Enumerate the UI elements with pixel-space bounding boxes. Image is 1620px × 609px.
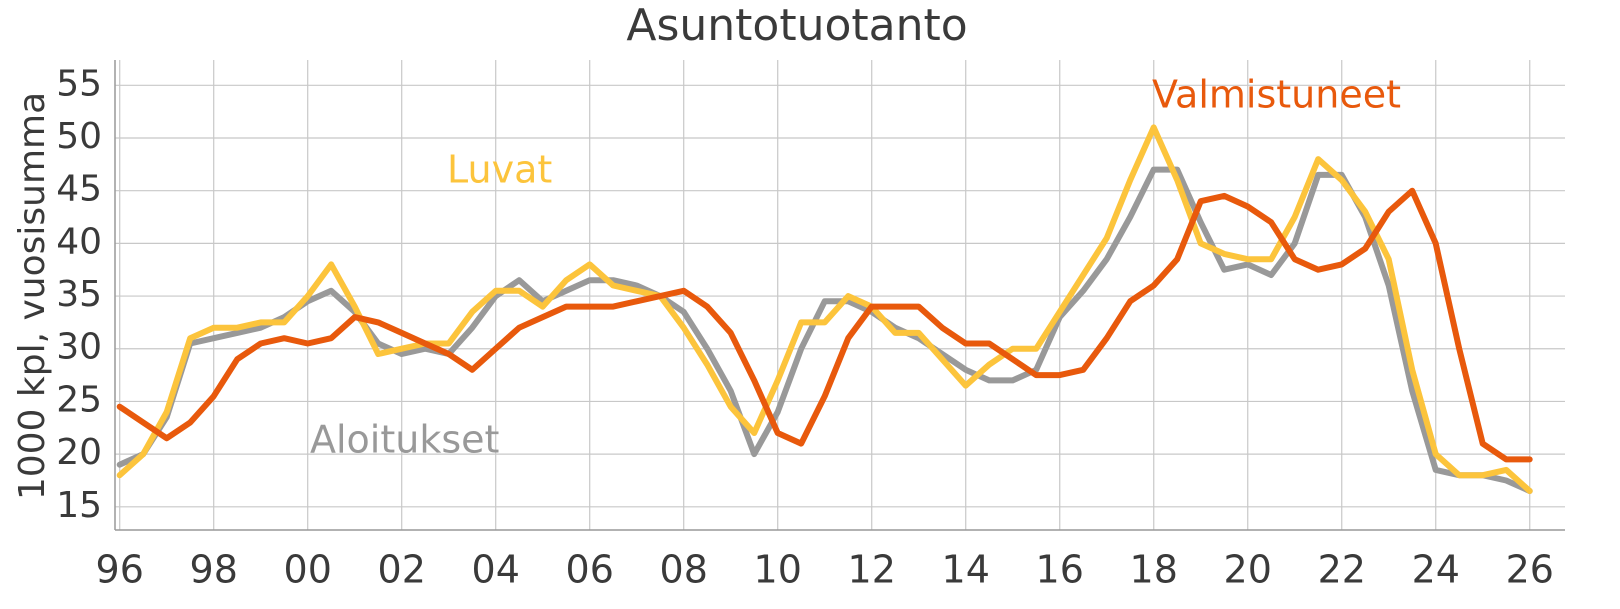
x-tick-label: 08 <box>660 548 708 592</box>
series-label: Luvat <box>447 148 552 192</box>
x-tick-label: 26 <box>1506 548 1554 592</box>
y-tick-label: 35 <box>56 274 102 315</box>
x-tick-label: 98 <box>190 548 238 592</box>
x-tick-label: 14 <box>942 548 990 592</box>
x-tick-label: 12 <box>848 548 896 592</box>
x-tick-label: 02 <box>378 548 426 592</box>
series-label: Valmistuneet <box>1152 73 1401 117</box>
y-tick-label: 55 <box>56 63 102 104</box>
series-line <box>116 187 1533 463</box>
x-tick-label: 18 <box>1130 548 1178 592</box>
x-tick-label: 24 <box>1412 548 1460 592</box>
y-tick-label: 25 <box>56 379 102 420</box>
x-tick-label: 96 <box>96 548 144 592</box>
x-tick-label: 16 <box>1036 548 1084 592</box>
x-tick-label: 20 <box>1224 548 1272 592</box>
x-tick-label: 22 <box>1318 548 1366 592</box>
y-tick-label: 15 <box>56 485 102 526</box>
y-tick-label: 20 <box>56 432 102 473</box>
x-tick-label: 10 <box>754 548 802 592</box>
chart-title: Asuntotuotanto <box>626 0 967 51</box>
x-tick-label: 00 <box>284 548 332 592</box>
y-tick-label: 30 <box>56 327 102 368</box>
y-tick-label: 45 <box>56 169 102 210</box>
series-label: Aloitukset <box>310 418 499 462</box>
y-axis-label: 1000 kpl, vuosisumma <box>12 92 53 500</box>
series-line <box>116 124 1533 494</box>
x-tick-label: 04 <box>472 548 520 592</box>
y-tick-label: 40 <box>56 221 102 262</box>
y-tick-label: 50 <box>56 116 102 157</box>
x-tick-label: 06 <box>566 548 614 592</box>
